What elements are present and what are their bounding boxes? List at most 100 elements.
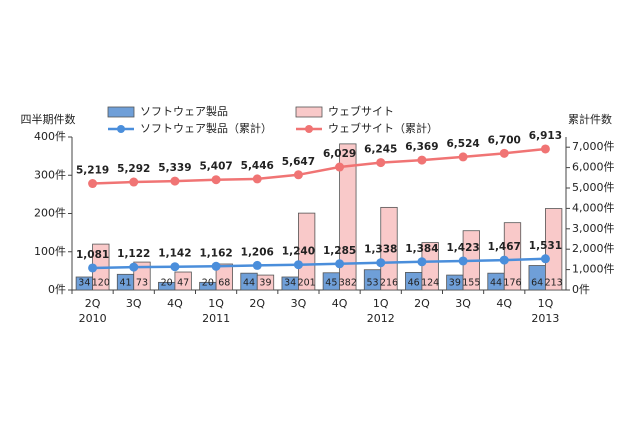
bar <box>256 274 275 291</box>
value-label: 6,245 <box>364 144 397 156</box>
bar-label: 64 <box>531 278 543 289</box>
bar-label: 47 <box>177 278 189 289</box>
bar <box>174 271 192 291</box>
x-tick-label: 4Q <box>332 297 348 310</box>
legend-marker <box>305 125 313 133</box>
bar-label: 20 <box>161 278 173 289</box>
x-tick-label: 2Q <box>249 297 265 310</box>
y2-tick-label: 3,000件 <box>572 222 615 235</box>
y2-tick-label: 6,000件 <box>572 161 615 174</box>
value-label: 6,029 <box>323 148 356 160</box>
value-label: 1,531 <box>529 240 562 252</box>
legend-marker <box>117 125 125 133</box>
bar-label: 53 <box>366 278 378 289</box>
bar <box>339 143 357 291</box>
x-tick-label: 3Q <box>455 297 471 310</box>
bar-label: 73 <box>136 278 148 289</box>
legend-label: ソフトウェア製品（累計） <box>140 121 272 135</box>
legend-label: ウェブサイト <box>328 104 394 118</box>
x-tick-label: 1Q <box>538 297 554 310</box>
bar-label: 39 <box>449 278 461 289</box>
line-marker <box>540 144 550 154</box>
line-marker <box>499 148 509 158</box>
line-marker <box>335 162 345 172</box>
line-marker <box>417 155 427 165</box>
line-marker <box>458 152 468 162</box>
legend-label: ウェブサイト（累計） <box>328 121 438 135</box>
value-label: 5,647 <box>282 156 315 168</box>
y-tick-label: 100件 <box>34 245 66 258</box>
bar-label: 176 <box>503 278 521 289</box>
x-tick-label: 3Q <box>126 297 142 310</box>
bar-label: 45 <box>325 278 337 289</box>
bar-label: 20 <box>202 278 214 289</box>
line-marker <box>540 254 550 264</box>
line-marker <box>293 260 303 270</box>
y2-axis-title: 累計件数 <box>568 112 612 126</box>
bar-label: 44 <box>243 278 255 289</box>
x-tick-label: 4Q <box>496 297 512 310</box>
bar-label: 46 <box>408 278 420 289</box>
bar-label: 34 <box>284 278 296 289</box>
value-label: 1,162 <box>199 247 232 259</box>
x-year-label: 2012 <box>367 312 395 325</box>
y-tick-label: 200件 <box>34 207 66 220</box>
bar-label: 44 <box>490 278 502 289</box>
line-marker <box>211 261 221 271</box>
x-tick-label: 4Q <box>167 297 183 310</box>
line-marker <box>170 176 180 186</box>
x-tick-label: 1Q <box>208 297 224 310</box>
x-year-label: 2013 <box>531 312 559 325</box>
line-marker <box>293 170 303 180</box>
line-marker <box>458 256 468 266</box>
bar-label: 213 <box>545 278 563 289</box>
line-marker <box>170 262 180 272</box>
bar <box>215 263 233 291</box>
bar-label: 120 <box>92 278 110 289</box>
line-marker <box>88 263 98 273</box>
value-label: 1,122 <box>117 248 150 260</box>
bar-label: 39 <box>259 278 271 289</box>
value-label: 1,338 <box>364 244 397 256</box>
bar-label: 41 <box>119 278 131 289</box>
value-label: 6,369 <box>405 141 438 153</box>
bar-label: 155 <box>462 278 480 289</box>
line <box>92 147 546 185</box>
line-marker <box>252 174 262 184</box>
line-marker <box>335 259 345 269</box>
bar-label: 216 <box>380 278 398 289</box>
value-label: 5,446 <box>241 160 274 172</box>
line-marker <box>129 262 139 272</box>
y2-tick-label: 5,000件 <box>572 181 615 194</box>
legend-swatch <box>107 106 135 118</box>
y2-tick-label: 4,000件 <box>572 201 615 214</box>
line <box>92 257 546 270</box>
line-marker <box>211 175 221 185</box>
value-label: 6,913 <box>529 130 562 142</box>
value-label: 1,081 <box>76 249 109 261</box>
x-tick-label: 2Q <box>85 297 101 310</box>
bar <box>298 212 316 291</box>
value-label: 5,219 <box>76 165 109 177</box>
value-label: 1,467 <box>488 241 521 253</box>
x-tick-label: 3Q <box>291 297 307 310</box>
bar <box>380 206 398 291</box>
y2-tick-label: 7,000件 <box>572 140 615 153</box>
line-marker <box>376 258 386 268</box>
value-label: 1,285 <box>323 245 356 257</box>
value-label: 1,206 <box>241 246 274 258</box>
bar <box>133 261 151 291</box>
y-tick-label: 400件 <box>34 130 66 143</box>
line-marker <box>499 255 509 265</box>
value-label: 1,240 <box>282 246 315 258</box>
bar <box>421 242 439 291</box>
value-label: 1,384 <box>405 243 438 255</box>
bar-label: 201 <box>298 278 316 289</box>
line-marker <box>252 260 262 270</box>
value-label: 1,423 <box>446 242 479 254</box>
y-tick-label: 300件 <box>34 168 66 181</box>
x-year-label: 2011 <box>202 312 230 325</box>
value-label: 1,142 <box>158 248 191 260</box>
x-tick-label: 2Q <box>414 297 430 310</box>
